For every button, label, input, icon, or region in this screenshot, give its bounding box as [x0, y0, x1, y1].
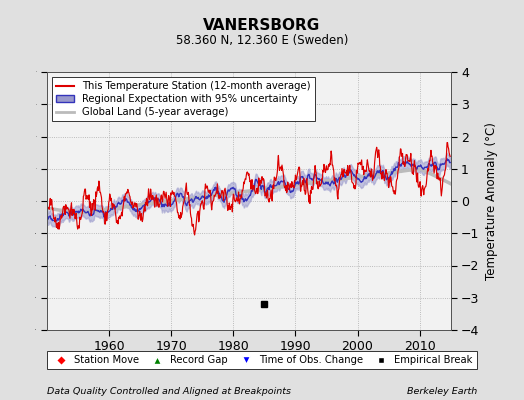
Text: Berkeley Earth: Berkeley Earth — [407, 387, 477, 396]
Y-axis label: Temperature Anomaly (°C): Temperature Anomaly (°C) — [485, 122, 498, 280]
Text: 58.360 N, 12.360 E (Sweden): 58.360 N, 12.360 E (Sweden) — [176, 34, 348, 47]
Text: Data Quality Controlled and Aligned at Breakpoints: Data Quality Controlled and Aligned at B… — [47, 387, 291, 396]
Legend: This Temperature Station (12-month average), Regional Expectation with 95% uncer: This Temperature Station (12-month avera… — [52, 77, 314, 121]
Legend: Station Move, Record Gap, Time of Obs. Change, Empirical Break: Station Move, Record Gap, Time of Obs. C… — [47, 351, 477, 369]
Text: VANERSBORG: VANERSBORG — [203, 18, 321, 33]
